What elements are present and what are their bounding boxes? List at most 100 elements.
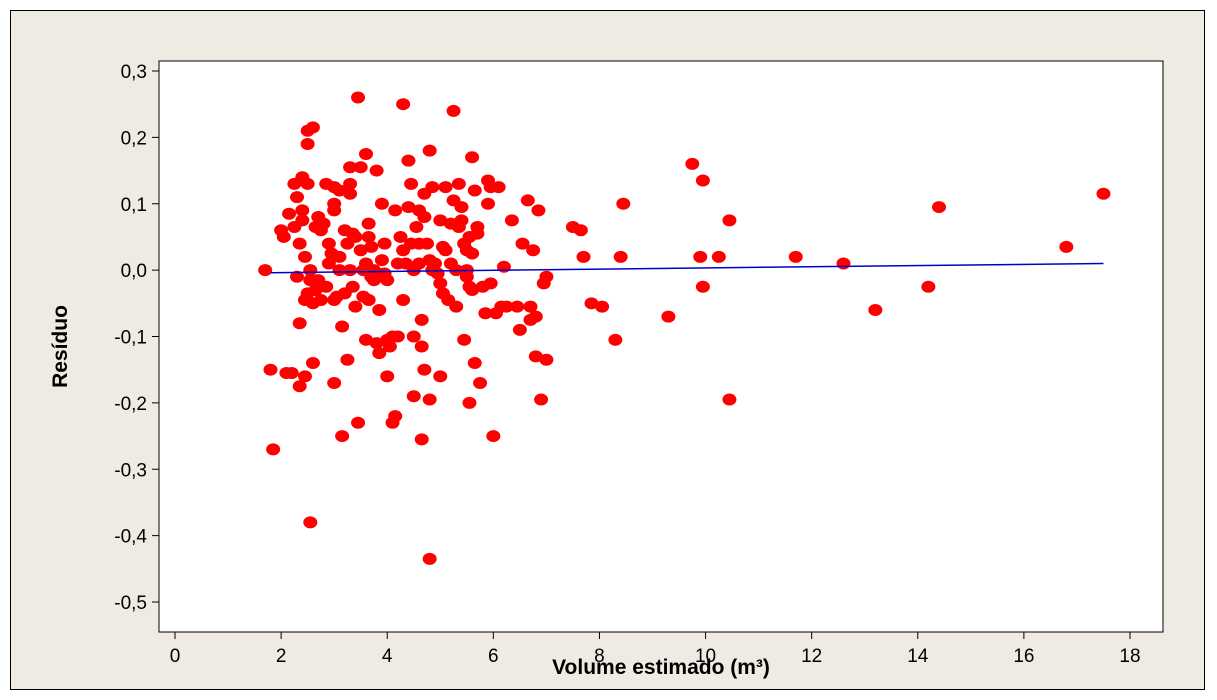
data-point bbox=[292, 237, 307, 250]
data-point bbox=[433, 214, 448, 227]
data-point bbox=[722, 214, 737, 227]
data-points bbox=[258, 91, 1111, 565]
data-point bbox=[369, 164, 384, 177]
data-point bbox=[276, 230, 291, 243]
data-point bbox=[528, 310, 543, 323]
data-point bbox=[321, 237, 336, 250]
x-axis-title: Volume estimado (m³) bbox=[552, 656, 770, 679]
data-point bbox=[539, 353, 554, 366]
data-point bbox=[467, 184, 482, 197]
data-point bbox=[290, 191, 305, 204]
y-tick-label: -0,2 bbox=[114, 394, 147, 415]
data-point bbox=[348, 230, 363, 243]
data-point bbox=[526, 244, 541, 257]
data-point bbox=[573, 224, 588, 237]
y-tick-label: -0,4 bbox=[114, 527, 147, 548]
data-point bbox=[465, 151, 480, 164]
data-point bbox=[711, 250, 726, 263]
data-point bbox=[512, 323, 527, 336]
data-point bbox=[613, 250, 628, 263]
data-point bbox=[353, 244, 368, 257]
data-point bbox=[693, 250, 708, 263]
data-point bbox=[414, 313, 429, 326]
data-point bbox=[539, 270, 554, 283]
data-point bbox=[422, 393, 437, 406]
data-point bbox=[340, 353, 355, 366]
data-point bbox=[388, 204, 403, 217]
data-point bbox=[1096, 187, 1111, 200]
data-point bbox=[348, 300, 363, 313]
data-point bbox=[282, 207, 297, 220]
data-point bbox=[449, 300, 464, 313]
data-point bbox=[396, 293, 411, 306]
x-tick-label: 16 bbox=[1013, 646, 1034, 667]
data-point bbox=[351, 416, 366, 429]
y-tick-label: 0,1 bbox=[121, 195, 147, 216]
data-point bbox=[292, 317, 307, 330]
data-point bbox=[454, 201, 469, 214]
data-point bbox=[430, 267, 445, 280]
data-point bbox=[504, 214, 519, 227]
data-point bbox=[374, 254, 389, 267]
data-point bbox=[295, 214, 310, 227]
data-point bbox=[316, 217, 331, 230]
data-point bbox=[427, 257, 442, 270]
x-tick-label: 0 bbox=[170, 646, 181, 667]
data-point bbox=[417, 363, 432, 376]
data-point bbox=[297, 370, 312, 383]
data-point bbox=[300, 138, 315, 151]
data-point bbox=[266, 443, 281, 456]
x-tick-label: 4 bbox=[382, 646, 393, 667]
data-point bbox=[321, 257, 336, 270]
data-point bbox=[454, 214, 469, 227]
data-point bbox=[438, 181, 453, 194]
y-tick-label: -0,5 bbox=[114, 593, 147, 614]
data-point bbox=[343, 187, 358, 200]
data-point bbox=[491, 181, 506, 194]
data-point bbox=[531, 204, 546, 217]
y-tick-label: -0,1 bbox=[114, 328, 147, 349]
data-point bbox=[868, 303, 883, 316]
data-point bbox=[364, 240, 379, 253]
x-tick-label: 2 bbox=[276, 646, 287, 667]
data-point bbox=[932, 201, 946, 214]
data-point bbox=[685, 157, 700, 170]
data-point bbox=[319, 280, 334, 293]
data-point bbox=[295, 204, 310, 217]
data-point bbox=[382, 340, 397, 353]
data-point bbox=[616, 197, 631, 210]
data-point bbox=[380, 274, 395, 287]
data-point bbox=[305, 121, 320, 134]
data-point bbox=[377, 237, 392, 250]
data-point bbox=[374, 197, 389, 210]
data-point bbox=[361, 217, 376, 230]
data-point bbox=[345, 280, 360, 293]
y-tick-label: 0,0 bbox=[121, 261, 147, 282]
data-point bbox=[409, 220, 424, 233]
data-point bbox=[478, 307, 493, 320]
data-point bbox=[343, 264, 358, 277]
data-point bbox=[361, 230, 376, 243]
data-point bbox=[335, 320, 350, 333]
x-tick-label: 14 bbox=[907, 646, 929, 667]
data-point bbox=[396, 98, 411, 111]
data-point bbox=[412, 257, 427, 270]
data-point bbox=[481, 197, 496, 210]
x-tick-label: 10 bbox=[695, 646, 716, 667]
y-tick-label: 0,2 bbox=[121, 128, 147, 149]
data-point bbox=[343, 161, 358, 174]
data-point bbox=[300, 177, 315, 190]
data-point bbox=[393, 230, 408, 243]
data-point bbox=[520, 194, 535, 207]
data-point bbox=[459, 270, 474, 283]
y-axis-title: Resíduo bbox=[49, 305, 72, 388]
data-point bbox=[433, 370, 448, 383]
data-point bbox=[369, 337, 384, 350]
data-point bbox=[308, 284, 323, 297]
data-point bbox=[414, 433, 429, 446]
y-axis: 0,3 0,2 0,1 0,0 -0,1 -0,2 -0,3 -0,4 -0,5 bbox=[114, 62, 159, 614]
data-point bbox=[483, 277, 498, 290]
data-point bbox=[361, 293, 376, 306]
data-point bbox=[406, 390, 421, 403]
data-point bbox=[263, 363, 278, 376]
